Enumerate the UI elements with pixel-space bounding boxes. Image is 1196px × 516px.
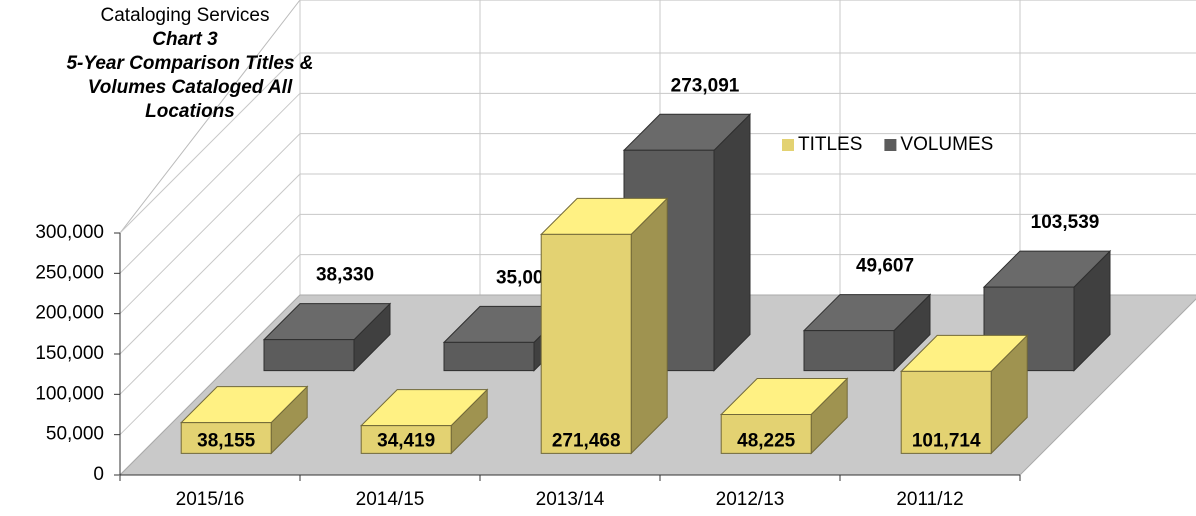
- bar: [539, 197, 669, 455]
- bar-front: [360, 425, 452, 454]
- bar-front: [540, 233, 632, 454]
- x-tick-label: 2011/12: [896, 489, 963, 510]
- data-label: 38,155: [197, 430, 256, 451]
- bar: [899, 334, 1029, 455]
- bar: [179, 385, 309, 455]
- x-tick-label: 2014/15: [356, 489, 425, 510]
- bar-front: [180, 422, 272, 454]
- y-tick-label: 50,000: [46, 424, 104, 445]
- y-tick-label: 150,000: [35, 343, 104, 364]
- x-tick-label: 2015/16: [176, 489, 245, 510]
- bar: [359, 388, 489, 455]
- data-label: 35,007: [496, 267, 554, 288]
- data-label: 48,225: [737, 430, 796, 451]
- chart-title: Cataloging Services: [100, 5, 270, 26]
- y-tick-label: 250,000: [35, 262, 104, 283]
- data-label: 271,468: [552, 430, 621, 451]
- bar-front: [720, 413, 812, 454]
- bar-front: [443, 341, 535, 372]
- legend-label: VOLUMES: [900, 134, 993, 155]
- chart-description: 5-Year Comparison Titles & Volumes Catal…: [66, 53, 314, 122]
- bar-front: [803, 330, 895, 372]
- x-tick-label: 2012/13: [716, 489, 785, 510]
- y-tick-label: 100,000: [35, 383, 104, 404]
- bar-side: [630, 197, 668, 455]
- data-label: 273,091: [671, 75, 740, 96]
- legend-swatch: [884, 139, 897, 151]
- data-label: 38,330: [316, 265, 374, 286]
- data-label: 49,607: [856, 256, 914, 277]
- legend-label: TITLES: [798, 134, 862, 155]
- data-label: 34,419: [377, 430, 435, 451]
- y-tick-label: 200,000: [35, 303, 104, 324]
- title-block: Cataloging Services Chart 3 5-Year Compa…: [20, 4, 350, 124]
- chart-subtitle: Chart 3: [152, 29, 218, 50]
- y-tick-label: 0: [93, 464, 104, 485]
- bar: [802, 293, 932, 372]
- bar-side: [713, 113, 751, 372]
- y-tick-label: 300,000: [35, 222, 104, 243]
- bar-front: [263, 339, 355, 372]
- bar-front: [900, 370, 992, 454]
- legend-swatch: [782, 139, 794, 151]
- data-label: 103,539: [1031, 212, 1100, 233]
- data-label: 101,714: [912, 430, 981, 451]
- bar: [719, 377, 849, 455]
- x-tick-label: 2013/14: [536, 489, 605, 510]
- bar: [262, 302, 392, 372]
